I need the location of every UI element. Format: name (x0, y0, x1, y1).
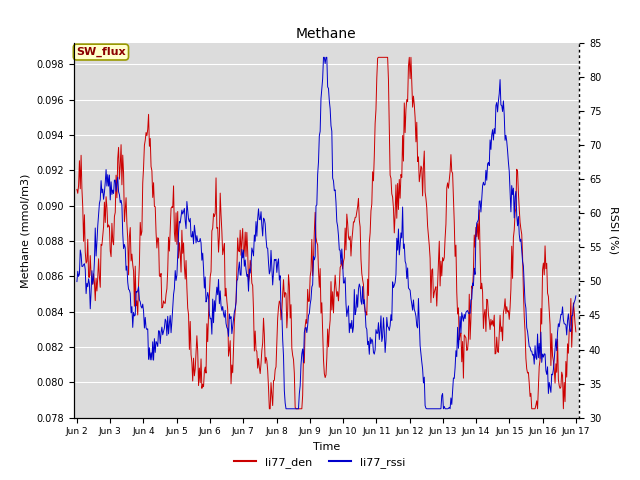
Title: Methane: Methane (296, 27, 356, 41)
Legend: li77_den, li77_rssi: li77_den, li77_rssi (230, 452, 410, 472)
Y-axis label: Methane (mmol/m3): Methane (mmol/m3) (20, 173, 31, 288)
Y-axis label: RSSI (%): RSSI (%) (608, 206, 618, 254)
X-axis label: Time: Time (313, 442, 340, 452)
Text: SW_flux: SW_flux (76, 47, 125, 57)
